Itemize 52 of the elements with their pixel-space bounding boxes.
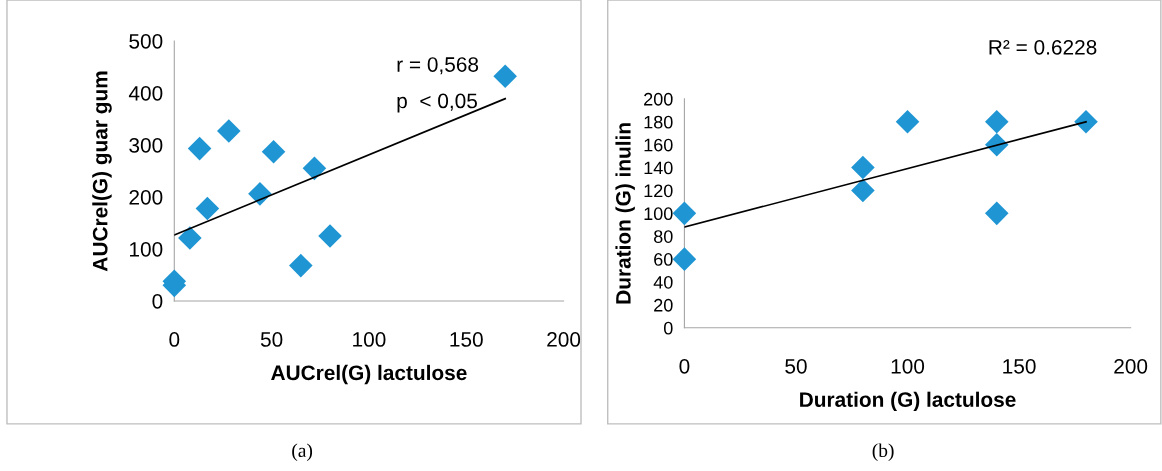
point [217, 119, 241, 143]
y-tick-label: 400 [128, 85, 163, 101]
y-tick-label: 20 [654, 298, 673, 312]
x-tick-label: 100 [891, 358, 925, 374]
y-tick-label: 160 [644, 138, 673, 152]
y-tick-label: 0 [152, 293, 163, 309]
y-tick-label: 200 [129, 189, 163, 205]
point [851, 155, 875, 180]
y-tick-label: 300 [129, 137, 163, 153]
x-tick-label: 100 [353, 332, 386, 347]
x-tick-label: 50 [785, 358, 807, 374]
y-axis-title: AUCrel(G) guar gum [92, 71, 112, 272]
y-tick-label: 180 [644, 115, 673, 129]
x-tick-label: 150 [450, 332, 483, 347]
point [178, 226, 202, 250]
x-tick-label: 150 [1003, 358, 1036, 374]
x-axis-title: AUCrel(G) lactulose [271, 364, 467, 385]
y-tick-label: 200 [644, 92, 673, 106]
point [318, 224, 342, 248]
x-tick-label: 0 [169, 332, 180, 347]
point [187, 136, 212, 161]
point [672, 201, 697, 226]
text: R² = 0.6228 [989, 39, 1097, 55]
text: (b) [872, 443, 894, 462]
x-tick-label: 200 [1114, 358, 1148, 374]
annotation: p < 0,05 [397, 93, 477, 113]
annotation: r = 0,568 [397, 57, 479, 75]
x-tick-label: 0 [679, 358, 690, 374]
text: (a) [292, 443, 313, 462]
point [984, 201, 1009, 226]
y-axis-title: Duration (G) inulin [615, 123, 635, 304]
y-tick-label: 0 [663, 321, 673, 335]
point [261, 139, 286, 164]
x-tick-label: 200 [547, 332, 581, 347]
y-tick-label: 40 [653, 275, 673, 289]
y-tick-label: 80 [654, 230, 673, 243]
point [302, 156, 327, 181]
y-tick-label: 60 [654, 253, 673, 266]
point [672, 247, 697, 271]
y-tick-label: 120 [644, 184, 673, 198]
point [493, 64, 517, 89]
y-tick-label: 500 [129, 33, 163, 49]
point [195, 196, 220, 221]
point [895, 110, 920, 134]
y-tick-label: 100 [130, 241, 163, 257]
y-tick-label: 140 [644, 161, 673, 175]
x-axis-title: Duration (G) lactulose [800, 391, 1016, 412]
point [289, 253, 313, 278]
x-tick-label: 50 [260, 332, 283, 347]
point [851, 178, 875, 203]
point [984, 110, 1009, 134]
y-tick-label: 100 [644, 207, 673, 221]
